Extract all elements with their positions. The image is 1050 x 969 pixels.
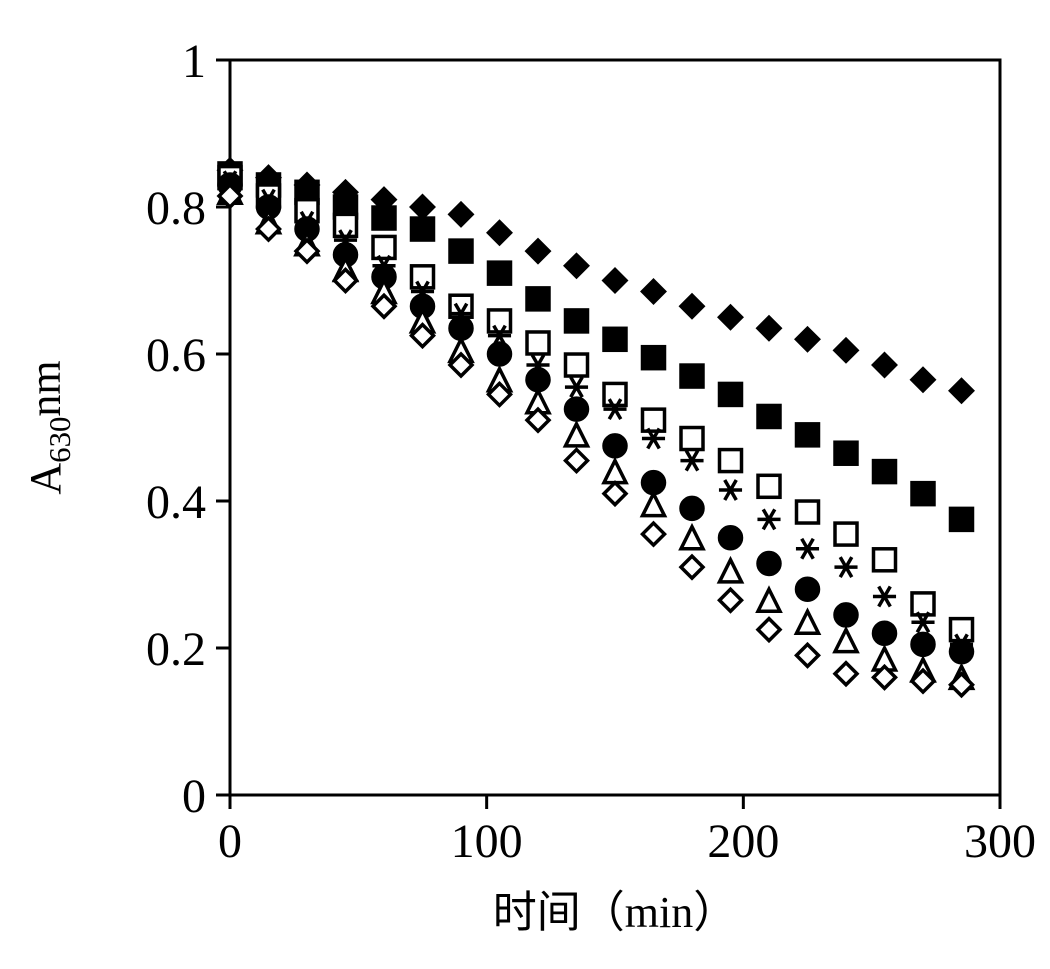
marker-square-filled bbox=[373, 207, 395, 229]
marker-circle-filled bbox=[720, 527, 742, 549]
x-axis-label: 时间（min） bbox=[493, 888, 737, 937]
marker-diamond-open bbox=[643, 523, 665, 545]
marker-diamond-filled bbox=[643, 281, 665, 303]
marker-square-open bbox=[489, 310, 511, 332]
marker-asterisk bbox=[834, 557, 857, 577]
marker-circle-filled bbox=[951, 641, 973, 663]
marker-square-open bbox=[643, 409, 665, 431]
marker-triangle-open bbox=[758, 589, 780, 611]
y-tick-label: 1 bbox=[182, 35, 206, 88]
marker-square-open bbox=[951, 619, 973, 641]
marker-circle-filled bbox=[912, 633, 934, 655]
marker-asterisk bbox=[565, 377, 588, 397]
marker-diamond-filled bbox=[450, 203, 472, 225]
marker-square-filled bbox=[527, 288, 549, 310]
y-axis-label: A630nm bbox=[21, 360, 77, 494]
marker-circle-filled bbox=[489, 343, 511, 365]
chart-container: 0 0.2 0.4 0.6 0.8 1 0 100 200 300 A630nm 时间（min） bbox=[0, 0, 1050, 969]
marker-diamond-filled bbox=[566, 255, 588, 277]
marker-square-open bbox=[797, 501, 819, 523]
marker-square-filled bbox=[874, 461, 896, 483]
x-tick-label: 0 bbox=[218, 815, 242, 868]
marker-square-filled bbox=[604, 328, 626, 350]
marker-diamond-filled bbox=[835, 339, 857, 361]
marker-triangle-open bbox=[566, 424, 588, 446]
marker-diamond-open bbox=[258, 218, 280, 240]
marker-square-open bbox=[604, 383, 626, 405]
marker-asterisk bbox=[796, 539, 819, 559]
marker-diamond-open bbox=[681, 556, 703, 578]
y-tick-label: 0.6 bbox=[146, 329, 206, 382]
marker-square-open bbox=[835, 523, 857, 545]
marker-square-filled bbox=[951, 508, 973, 530]
marker-square-filled bbox=[450, 240, 472, 262]
scatter-chart: 0 0.2 0.4 0.6 0.8 1 0 100 200 300 A630nm 时间（min） bbox=[0, 0, 1050, 969]
x-tick-label: 100 bbox=[451, 815, 523, 868]
marker-square-open bbox=[335, 214, 357, 236]
marker-circle-filled bbox=[874, 622, 896, 644]
marker-diamond-filled bbox=[758, 317, 780, 339]
x-tick-label: 200 bbox=[707, 815, 779, 868]
marker-square-filled bbox=[835, 442, 857, 464]
y-tick-label: 0.2 bbox=[146, 623, 206, 676]
y-tick-label: 0 bbox=[182, 770, 206, 823]
marker-asterisk bbox=[680, 451, 703, 471]
marker-square-filled bbox=[643, 347, 665, 369]
marker-square-open bbox=[681, 428, 703, 450]
marker-diamond-open bbox=[797, 644, 819, 666]
marker-diamond-filled bbox=[681, 295, 703, 317]
marker-square-open bbox=[720, 450, 742, 472]
marker-square-filled bbox=[566, 310, 588, 332]
marker-square-open bbox=[758, 475, 780, 497]
marker-diamond-open bbox=[604, 483, 626, 505]
marker-circle-filled bbox=[835, 604, 857, 626]
marker-circle-filled bbox=[681, 497, 703, 519]
marker-triangle-open bbox=[681, 527, 703, 549]
marker-asterisk bbox=[873, 587, 896, 607]
marker-square-filled bbox=[720, 383, 742, 405]
marker-square-filled bbox=[758, 405, 780, 427]
marker-diamond-open bbox=[835, 663, 857, 685]
y-tick-label: 0.8 bbox=[146, 182, 206, 235]
marker-diamond-filled bbox=[797, 328, 819, 350]
marker-square-open bbox=[874, 549, 896, 571]
marker-square-open bbox=[566, 354, 588, 376]
marker-triangle-open bbox=[604, 461, 626, 483]
marker-diamond-filled bbox=[527, 240, 549, 262]
marker-diamond-filled bbox=[951, 380, 973, 402]
marker-square-open bbox=[527, 332, 549, 354]
marker-square-open bbox=[412, 266, 434, 288]
marker-diamond-filled bbox=[912, 369, 934, 391]
marker-square-open bbox=[373, 236, 395, 258]
marker-square-filled bbox=[797, 424, 819, 446]
marker-square-filled bbox=[912, 483, 934, 505]
marker-square-open bbox=[912, 593, 934, 615]
marker-square-filled bbox=[489, 262, 511, 284]
marker-asterisk bbox=[719, 480, 742, 500]
marker-diamond-open bbox=[720, 589, 742, 611]
marker-diamond-filled bbox=[604, 270, 626, 292]
x-tick-label: 300 bbox=[964, 815, 1036, 868]
marker-diamond-filled bbox=[874, 354, 896, 376]
marker-diamond-open bbox=[296, 240, 318, 262]
marker-diamond-filled bbox=[489, 222, 511, 244]
marker-circle-filled bbox=[604, 435, 626, 457]
marker-diamond-open bbox=[566, 450, 588, 472]
marker-triangle-open bbox=[643, 494, 665, 516]
marker-circle-filled bbox=[758, 552, 780, 574]
marker-asterisk bbox=[757, 509, 780, 529]
marker-square-filled bbox=[681, 365, 703, 387]
y-tick-label: 0.4 bbox=[146, 476, 206, 529]
marker-square-filled bbox=[412, 218, 434, 240]
marker-triangle-open bbox=[797, 611, 819, 633]
marker-circle-filled bbox=[797, 578, 819, 600]
marker-triangle-open bbox=[720, 560, 742, 582]
marker-diamond-open bbox=[951, 674, 973, 696]
marker-diamond-filled bbox=[412, 196, 434, 218]
marker-circle-filled bbox=[566, 398, 588, 420]
marker-diamond-open bbox=[758, 619, 780, 641]
marker-triangle-open bbox=[835, 630, 857, 652]
marker-diamond-filled bbox=[720, 306, 742, 328]
